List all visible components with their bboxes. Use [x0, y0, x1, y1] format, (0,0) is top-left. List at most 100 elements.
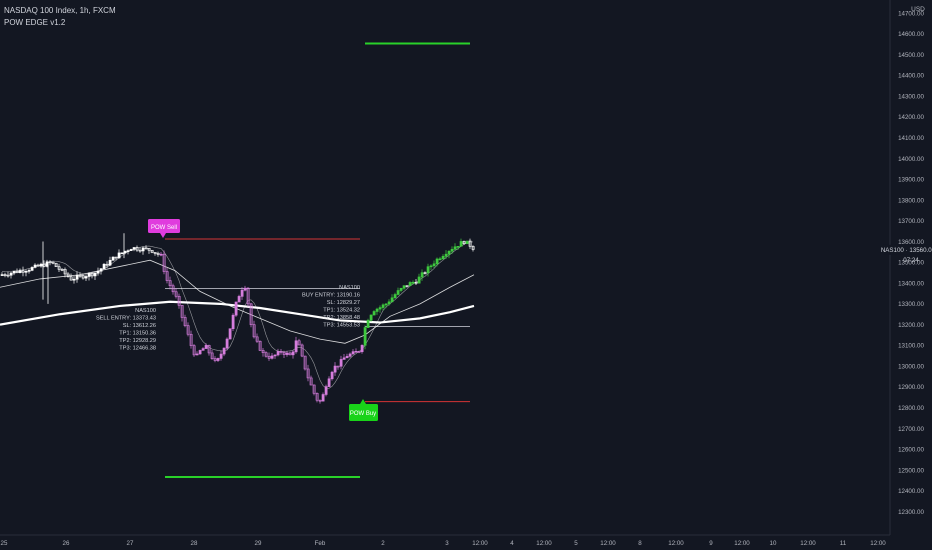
price-tick: 13800.00	[898, 197, 924, 204]
bear-candle	[63, 267, 67, 278]
time-axis[interactable]: 25 26 27 28 29 Feb 2 3 12:00 4 12:00 5 12:00 8 12:00 9 1…	[0, 534, 890, 547]
candle-body	[282, 352, 286, 355]
candle-body	[159, 253, 163, 256]
bear-candle	[168, 276, 172, 290]
candle-body	[135, 247, 139, 251]
bear-candle	[90, 271, 94, 279]
time-tick: 12:00	[734, 540, 750, 547]
candle-body	[75, 274, 79, 280]
candle-body	[471, 246, 475, 250]
bull-candle	[96, 267, 100, 276]
candle-body	[87, 273, 91, 277]
candle-body	[384, 303, 388, 306]
candle-body	[294, 340, 298, 353]
candle-body	[381, 304, 385, 308]
candle-body	[435, 258, 439, 265]
bear-candle	[81, 274, 85, 280]
candle-body	[288, 352, 292, 356]
bear-candle	[303, 355, 307, 371]
candle-body	[141, 247, 145, 252]
bull-candle	[351, 349, 355, 355]
time-tick: 12:00	[870, 540, 886, 547]
time-tick: 25	[1, 540, 8, 547]
bull-candle	[342, 354, 346, 360]
sell-info-line: SL: 13612.26	[123, 323, 156, 329]
candle-body	[408, 282, 412, 287]
candle-body	[342, 357, 346, 360]
candle-body	[216, 358, 220, 361]
bear-candle	[105, 261, 109, 269]
price-tick: 12700.00	[898, 426, 924, 433]
candle-body	[279, 351, 283, 353]
candle-body	[411, 281, 415, 284]
bear-candle	[171, 283, 175, 295]
candle-body	[297, 340, 301, 346]
candle-body	[402, 285, 406, 289]
bull-candle	[450, 246, 454, 254]
candle-body	[54, 262, 58, 267]
symbol-title: NASDAQ 100 Index, 1h, FXCM	[4, 6, 116, 15]
bull-candle	[159, 252, 163, 257]
time-tick: 12:00	[600, 540, 616, 547]
bear-candle	[318, 399, 322, 404]
bear-candle	[156, 251, 160, 257]
candle-body	[429, 265, 433, 268]
candle-body	[30, 267, 34, 271]
bull-candle	[384, 302, 388, 309]
candle-body	[39, 263, 43, 267]
buy-signal-badge	[349, 404, 378, 421]
candle-body	[15, 271, 19, 273]
candle-body	[393, 294, 397, 299]
candle-body	[204, 345, 208, 349]
bull-candle	[27, 268, 31, 274]
candle-body	[114, 256, 118, 259]
price-tick: 13400.00	[898, 280, 924, 287]
candle-body	[78, 274, 82, 277]
countdown-text: 07:24	[903, 257, 919, 264]
bull-candle	[75, 271, 79, 283]
bull-candle	[402, 285, 406, 290]
bear-candle	[315, 392, 319, 403]
buy-info-line: TP2: 13858.48	[323, 315, 360, 321]
candle-body	[423, 272, 427, 274]
time-tick: 12:00	[800, 540, 816, 547]
candle-body	[72, 278, 76, 281]
candle-body	[183, 317, 187, 326]
time-tick: 28	[191, 540, 198, 547]
bear-candle	[306, 364, 310, 382]
sell-signal-pointer	[160, 233, 166, 238]
candle-body	[180, 305, 184, 318]
candle-body	[12, 271, 16, 274]
bull-candle	[225, 337, 229, 351]
bear-candle	[213, 356, 217, 363]
bear-candle	[357, 350, 361, 354]
bull-candle	[33, 263, 37, 269]
bull-candle	[222, 347, 226, 357]
moving-averages	[0, 241, 475, 389]
bull-candle	[408, 281, 412, 287]
bull-candle	[339, 355, 343, 370]
candle-body	[444, 253, 448, 257]
candle-body	[96, 270, 100, 274]
bear-candle	[207, 344, 211, 356]
candle-body	[57, 266, 61, 270]
bull-candle	[273, 354, 277, 359]
bull-candle	[129, 248, 133, 251]
bear-candle	[54, 262, 58, 267]
bear-candle	[177, 293, 181, 309]
bull-candle	[294, 336, 298, 354]
candle-body	[150, 249, 154, 253]
candle-body	[213, 358, 217, 361]
moving-average-medium	[0, 259, 475, 344]
candle-body	[450, 249, 454, 252]
bear-candle	[312, 384, 316, 396]
candle-body	[162, 253, 166, 272]
candle-body	[138, 249, 142, 252]
bear-candle	[69, 273, 73, 281]
candle-body	[417, 276, 421, 284]
bull-candle	[378, 305, 382, 313]
time-tick: 11	[840, 540, 847, 547]
time-tick: Feb	[315, 540, 326, 547]
